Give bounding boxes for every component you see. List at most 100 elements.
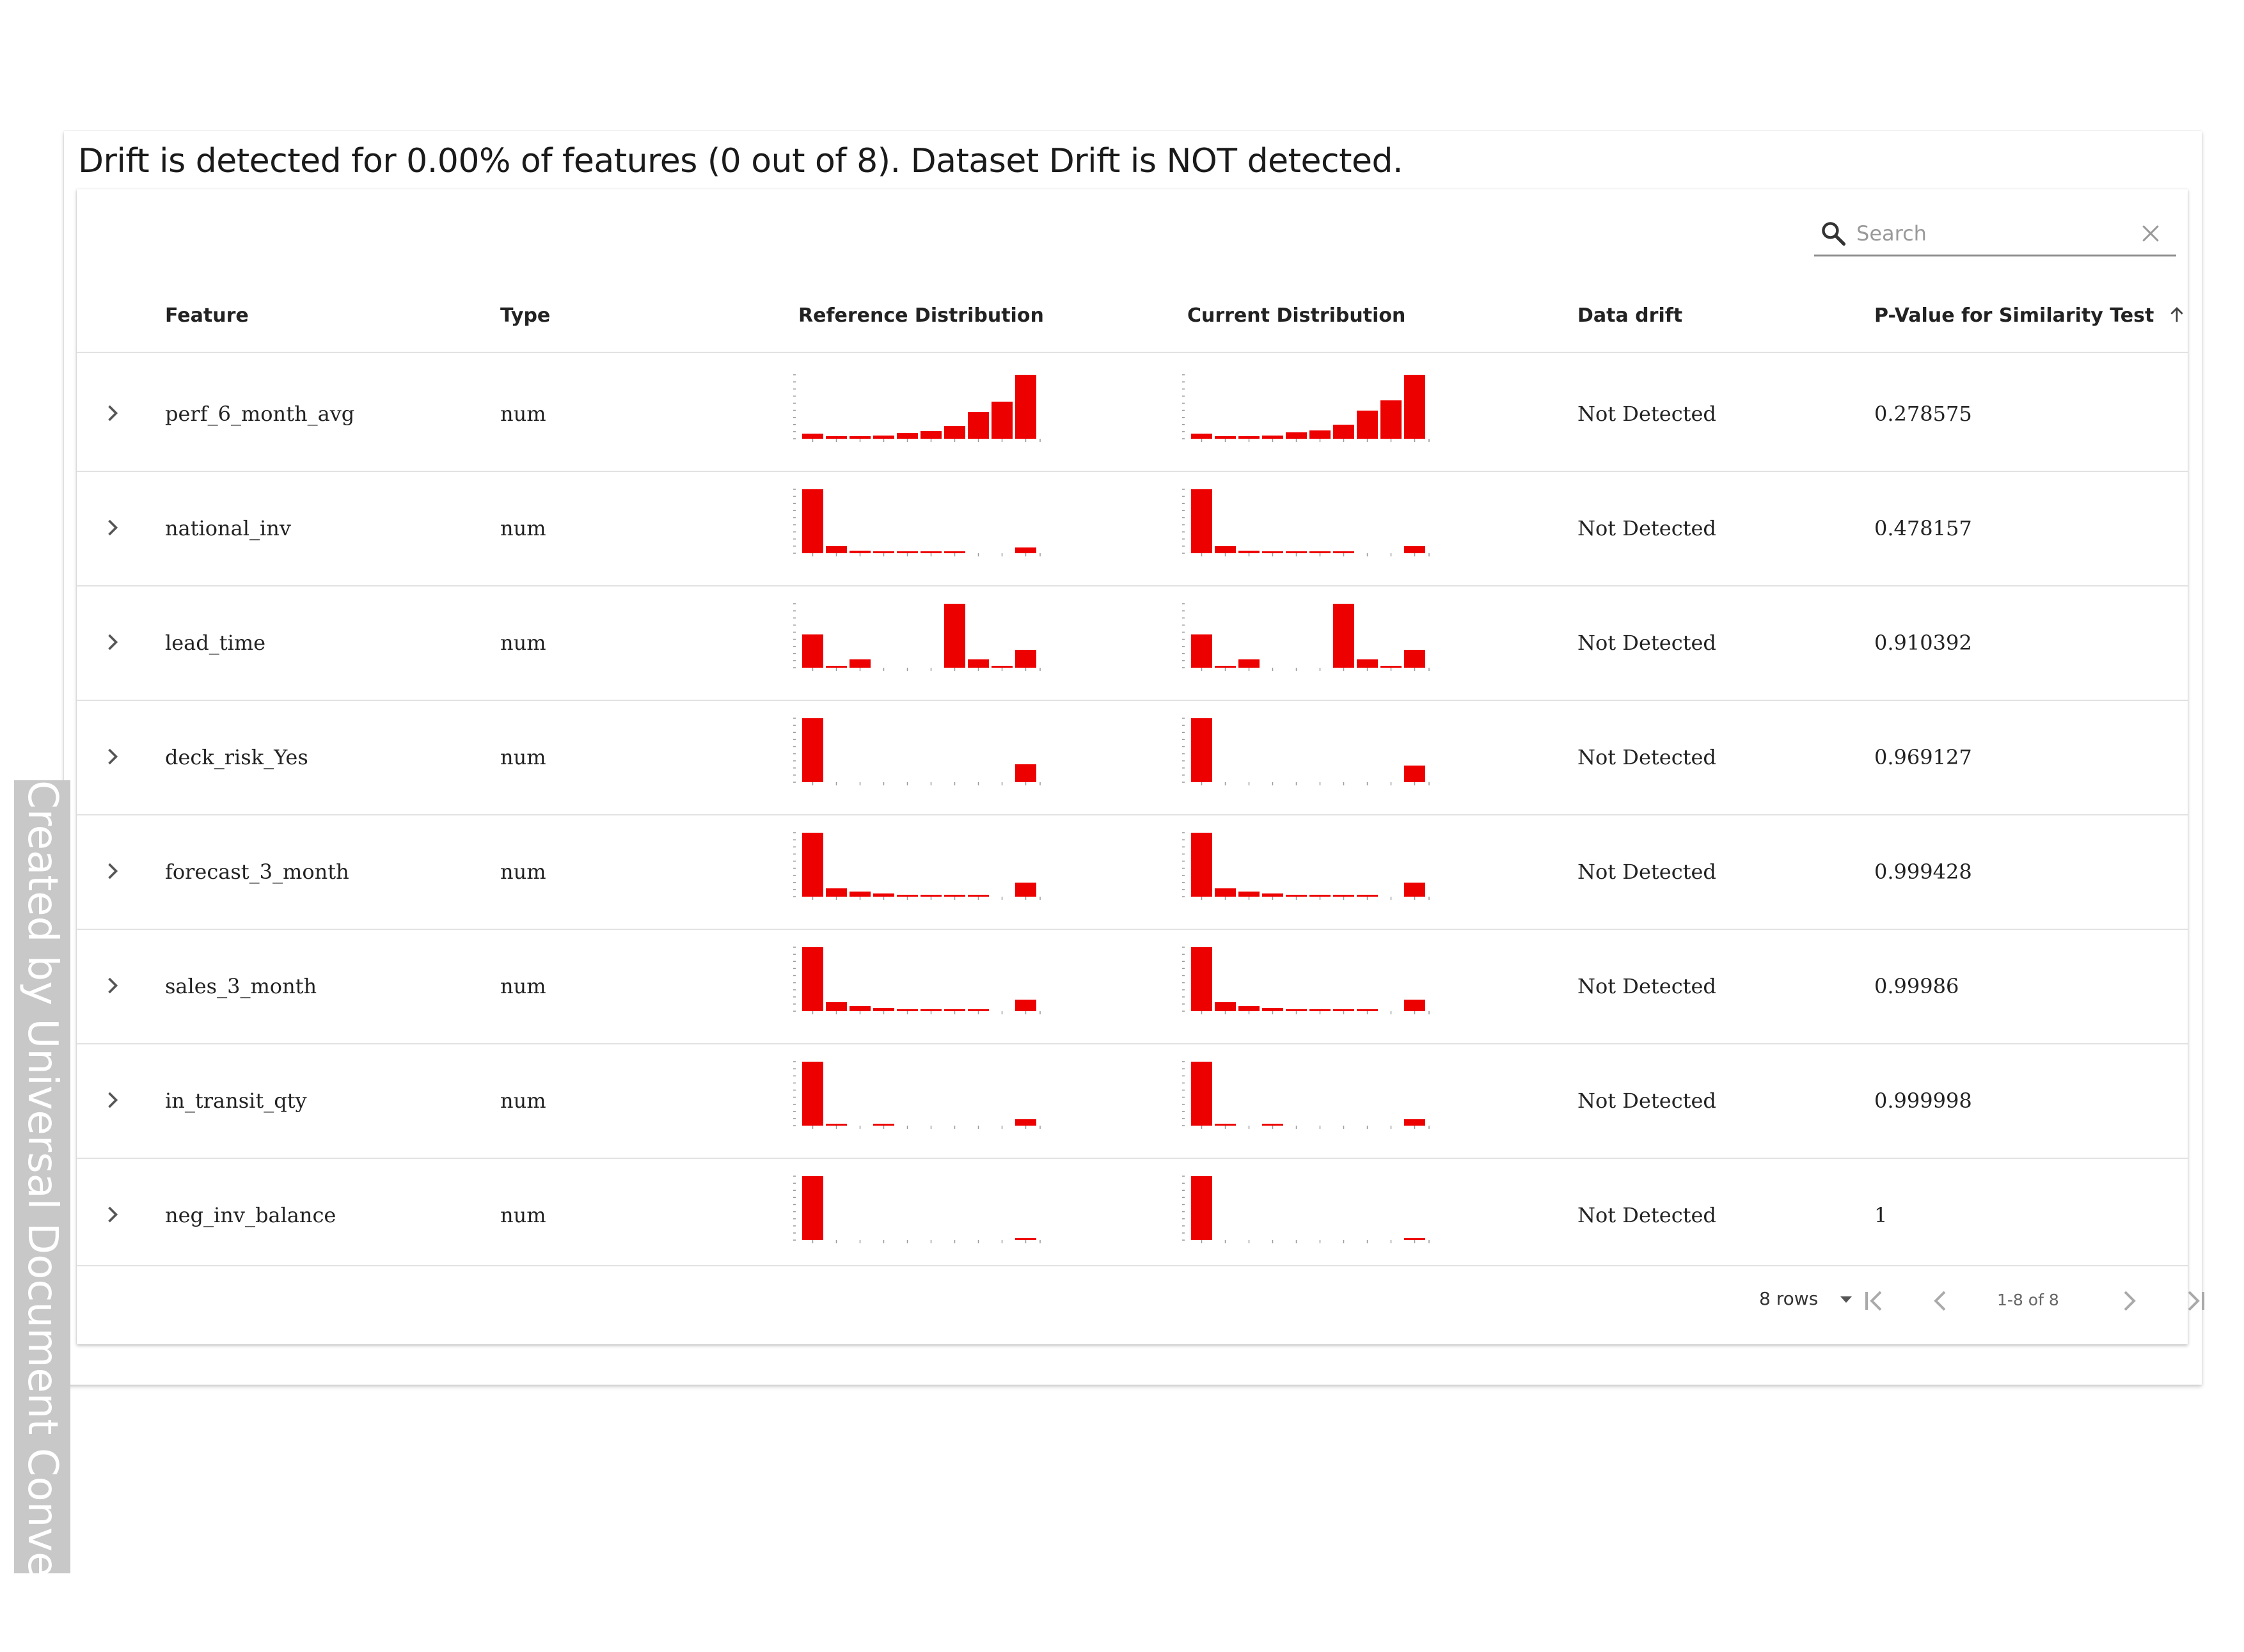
histogram-bar [802,1062,823,1126]
first-page-button[interactable] [1859,1286,1890,1316]
histogram-bar [826,666,847,668]
histogram-bar [1333,895,1354,897]
table-row: neg_inv_balance num Not Detected 1 [77,1158,2188,1272]
expand-row-chevron-icon[interactable] [99,628,127,656]
histogram-bar [1380,400,1402,439]
histogram-bar [1191,489,1212,553]
histogram-bar [1262,1124,1283,1126]
histogram-bar [1215,546,1236,553]
histogram-bar [1404,1238,1425,1240]
row-divider [77,471,2188,472]
histogram-bar [1286,895,1307,897]
histogram-bar [1309,551,1331,553]
reference-histogram [793,832,1041,900]
feature-name-cell: forecast_3_month [165,860,349,884]
expand-row-chevron-icon[interactable] [99,514,127,542]
current-histogram [1182,374,1430,442]
histogram-bar [1191,947,1212,1011]
histogram-bar [921,1009,942,1011]
data-drift-cell: Not Detected [1577,1203,1716,1227]
histogram-bar [1015,650,1036,668]
column-header-type[interactable]: Type [500,304,551,327]
histogram-bar [944,551,965,553]
search-box[interactable] [1814,213,2176,256]
expand-row-chevron-icon[interactable] [99,399,127,427]
rows-per-page-select[interactable]: 8 rows [1759,1288,1853,1309]
histogram-bar [992,402,1013,439]
reference-distribution-cell [792,488,1055,562]
histogram-bar [1191,434,1212,439]
current-histogram [1182,947,1430,1014]
reference-histogram [793,374,1041,442]
arrow-up-icon[interactable] [2167,305,2186,324]
histogram-bar [944,1009,965,1011]
table-row: perf_6_month_avg num Not Detected 0.278575 [77,357,2188,471]
reference-distribution-cell [792,831,1055,906]
histogram-bar [1404,1119,1425,1126]
expand-row-chevron-icon[interactable] [99,743,127,771]
histogram-bar [802,947,823,1011]
histogram-bar [1357,1009,1378,1011]
reference-histogram [793,603,1041,671]
column-header-p-value[interactable]: P-Value for Similarity Test [1874,304,2186,327]
search-input[interactable] [1855,217,2126,250]
histogram-bar [1015,764,1036,782]
histogram-bar [1333,1009,1354,1011]
table-row: sales_3_month num Not Detected 0.99986 [77,929,2188,1043]
histogram-bar [1262,1008,1283,1011]
current-distribution-cell [1181,602,1444,677]
column-header-reference-distribution[interactable]: Reference Distribution [798,304,1044,327]
previous-page-button[interactable] [1925,1286,1956,1316]
histogram-bar [873,1008,894,1011]
reference-distribution-cell [792,602,1055,677]
histogram-bar [897,433,918,439]
histogram-bar [802,489,823,553]
type-cell: num [500,974,546,998]
last-page-button[interactable] [2180,1286,2211,1316]
expand-row-chevron-icon[interactable] [99,857,127,885]
row-divider [77,929,2188,930]
column-header-data-drift[interactable]: Data drift [1577,304,1683,327]
histogram-bar [1238,551,1260,553]
next-page-button[interactable] [2114,1286,2144,1316]
histogram-bar [802,1176,823,1240]
type-cell: num [500,402,546,426]
expand-row-chevron-icon[interactable] [99,972,127,1000]
reference-histogram [793,947,1041,1014]
current-distribution-cell [1181,946,1444,1020]
column-header-current-distribution[interactable]: Current Distribution [1187,304,1406,327]
header-divider [77,352,2188,353]
table-row: national_inv num Not Detected 0.478157 [77,471,2188,585]
reference-histogram [793,489,1041,556]
histogram-bar [873,1124,894,1126]
histogram-bar [849,1006,871,1011]
p-value-cell: 0.478157 [1874,516,1972,540]
histogram-bar [1215,1124,1236,1126]
histogram-bar [1309,1009,1331,1011]
p-value-cell: 0.278575 [1874,402,1972,426]
histogram-bar [1404,883,1425,897]
type-cell: num [500,631,546,655]
histogram-bar [968,412,989,439]
histogram-bar [944,604,965,668]
histogram-bar [897,551,918,553]
type-cell: num [500,745,546,769]
p-value-cell: 1 [1874,1203,1888,1227]
histogram-bar [1238,436,1260,439]
expand-row-chevron-icon[interactable] [99,1200,127,1229]
current-distribution-cell [1181,831,1444,906]
clear-search-icon[interactable] [2138,221,2163,246]
search-icon [1822,222,1846,246]
histogram-bar [1015,1000,1036,1011]
histogram-bar [1309,430,1331,439]
reference-histogram [793,1176,1041,1243]
p-value-cell: 0.999428 [1874,860,1972,884]
histogram-bar [1191,634,1212,668]
histogram-bar [873,551,894,553]
p-value-cell: 0.999998 [1874,1089,1972,1113]
column-header-feature[interactable]: Feature [165,304,249,327]
table-row: in_transit_qty num Not Detected 0.999998 [77,1044,2188,1158]
histogram-bar [1357,411,1378,439]
expand-row-chevron-icon[interactable] [99,1086,127,1114]
histogram-bar [1286,1009,1307,1011]
